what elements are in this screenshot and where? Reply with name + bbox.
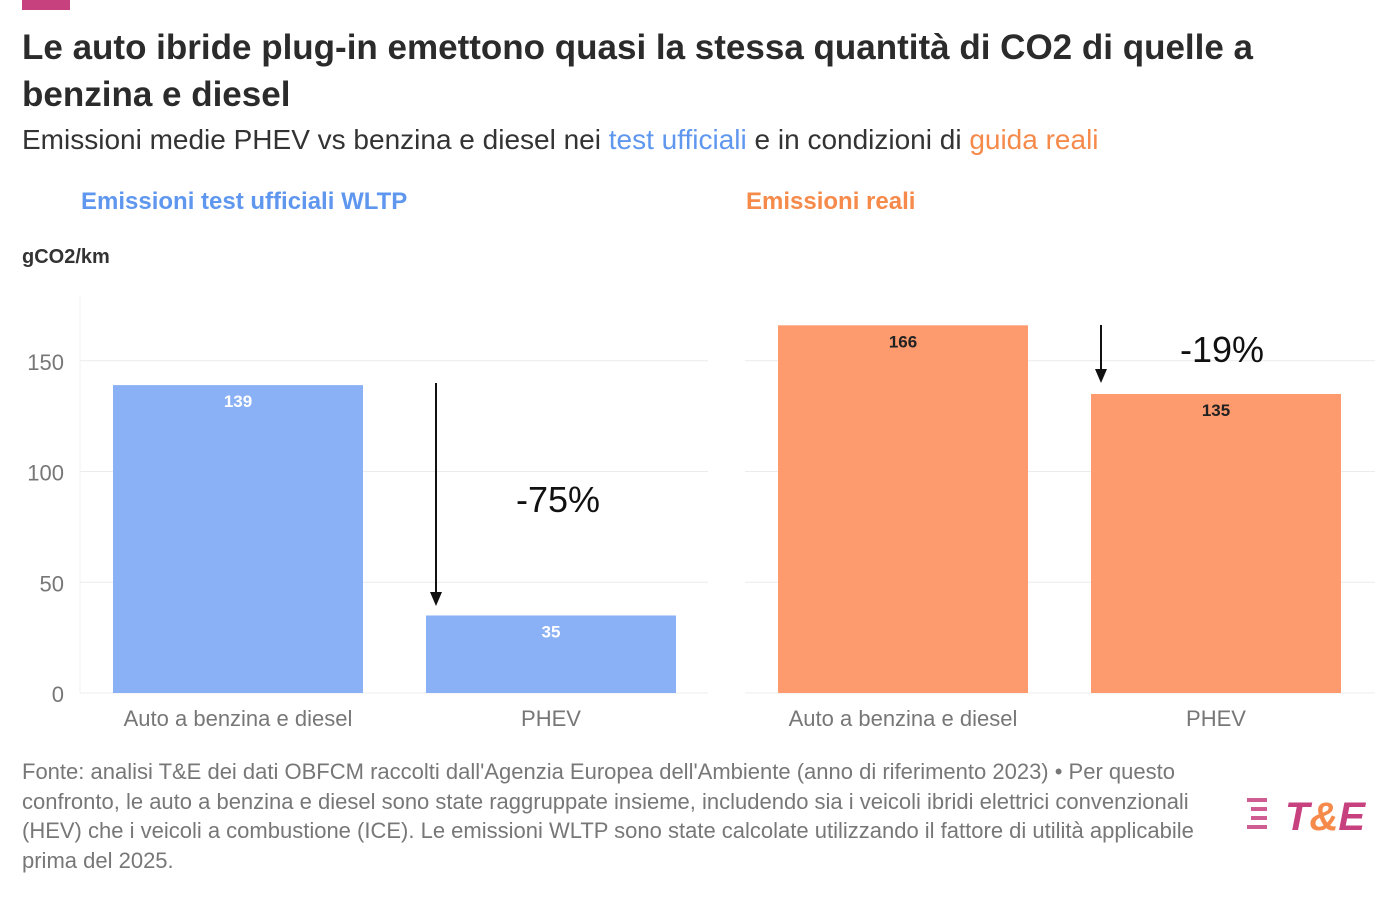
data-label: 135 [1202, 401, 1230, 420]
change-annotation: -19% [1180, 329, 1264, 370]
brand-accent-bar [22, 0, 70, 10]
bar [778, 325, 1028, 693]
panel-title-real: Emissioni reali [746, 188, 916, 215]
change-annotation: -75% [516, 479, 600, 520]
svg-text:T&E: T&E [1285, 795, 1366, 839]
source-note: Fonte: analisi T&E dei dati OBFCM raccol… [22, 759, 1194, 873]
bar [1091, 393, 1341, 693]
panel-title-wltp: Emissioni test ufficiali WLTP [81, 188, 408, 215]
te-logo: T&E [1247, 795, 1366, 839]
chart-subtitle: Emissioni medie PHEV vs benzina e diesel… [22, 124, 1099, 156]
subtitle-text: Emissioni medie PHEV vs benzina e diesel… [22, 124, 609, 155]
subtitle-highlight-real: guida reali [969, 124, 1099, 155]
x-tick-label: PHEV [521, 706, 581, 731]
data-label: 139 [224, 392, 252, 411]
x-tick-label: Auto a benzina e diesel [789, 706, 1018, 731]
arrow-head [1095, 369, 1107, 383]
chart-title: Le auto ibride plug-in emettono quasi la… [22, 28, 1254, 114]
x-tick-label: Auto a benzina e diesel [124, 706, 353, 731]
arrow-head [430, 592, 442, 606]
y-axis-unit: gCO2/km [22, 246, 110, 268]
subtitle-text: e in condizioni di [746, 124, 970, 155]
data-label: 166 [889, 332, 917, 351]
y-tick-label: 150 [27, 350, 64, 375]
y-tick-label: 100 [27, 461, 64, 486]
bar-charts: 0 50 100 150 139 Auto a benzina e diesel 35 PHE… [27, 295, 1375, 731]
data-label: 35 [542, 622, 561, 641]
y-tick-label: 0 [52, 682, 64, 707]
y-tick-label: 50 [40, 571, 64, 596]
bar [426, 615, 676, 693]
x-tick-label: PHEV [1186, 706, 1246, 731]
bar [113, 385, 363, 693]
subtitle-highlight-official: test ufficiali [608, 124, 747, 155]
